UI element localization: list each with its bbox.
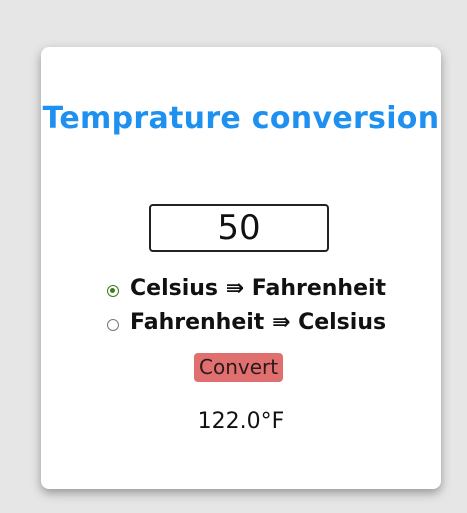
- radio-label-f-to-c[interactable]: Fahrenheit ⇛ Celsius: [130, 309, 387, 335]
- converter-card: Temprature conversion Celsius ⇛ Fahrenhe…: [41, 47, 441, 489]
- page-title: Temprature conversion: [42, 101, 440, 136]
- temperature-input[interactable]: [149, 204, 329, 252]
- convert-button[interactable]: Convert: [194, 353, 284, 382]
- radio-label-c-to-f[interactable]: Celsius ⇛ Fahrenheit: [130, 275, 387, 301]
- conversion-result: 122.0°F: [197, 409, 285, 434]
- radio-button-unchecked[interactable]: [107, 319, 119, 331]
- radio-option-c-to-f[interactable]: Celsius ⇛ Fahrenheit: [107, 273, 386, 303]
- radio-button-checked[interactable]: [107, 285, 119, 297]
- radio-option-f-to-c[interactable]: Fahrenheit ⇛ Celsius: [107, 307, 386, 337]
